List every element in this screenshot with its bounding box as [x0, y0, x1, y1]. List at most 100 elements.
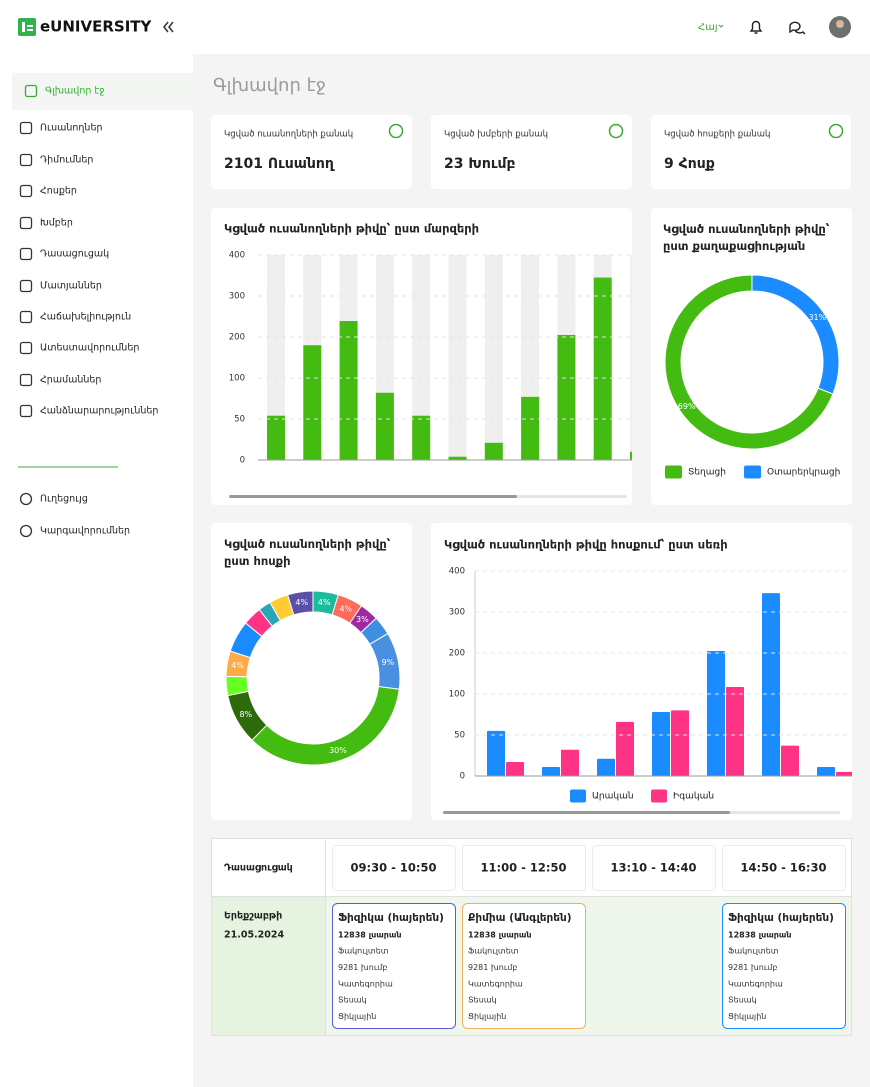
notification-button[interactable]: [749, 20, 763, 34]
time-slot: [592, 845, 716, 891]
nav-icon: [19, 341, 33, 355]
nav-item[interactable]: Հանձնարարություններ: [40, 406, 158, 417]
bar: [521, 396, 540, 460]
legend-swatch: [570, 789, 586, 803]
lesson-detail: Կատեգորիա: [338, 979, 393, 988]
nav-item[interactable]: Հաճախելիություն: [40, 312, 131, 323]
value-label: 31%: [808, 313, 826, 322]
time-slot-label: 11:00 - 12:50: [481, 861, 567, 875]
lesson-card[interactable]: [722, 903, 846, 1029]
lesson-detail: Ցիկլային: [338, 1012, 376, 1021]
value-label: 8%: [239, 710, 252, 719]
lesson-detail: Ֆակուլտետ: [728, 947, 779, 956]
nav-item[interactable]: Դասացուցակ: [40, 249, 109, 260]
nav-item[interactable]: Խմբեր: [40, 218, 73, 229]
bar: [339, 321, 358, 460]
lesson-detail: Տեսակ: [468, 996, 497, 1005]
nav-item[interactable]: Կարգավորումներ: [40, 526, 130, 537]
lesson-detail: Կատեգորիա: [468, 979, 523, 988]
logo-icon-part: [27, 25, 33, 27]
bar: [484, 442, 503, 460]
language-switch[interactable]: Հայ: [698, 22, 718, 33]
day-label: Երեքշաբթի: [224, 911, 282, 922]
nav-item[interactable]: Ատեստավորումներ: [40, 343, 139, 354]
bar: [597, 758, 615, 776]
nav-icon: [24, 84, 38, 98]
time-slot: [462, 845, 586, 891]
plot: [267, 255, 632, 460]
lesson-detail: Ֆակուլտետ: [338, 947, 389, 956]
bar: [652, 712, 670, 776]
legend-label: Տեղացի: [688, 468, 726, 478]
stat-card: [431, 115, 632, 189]
legend-swatch: [651, 789, 667, 803]
bar: [303, 345, 322, 460]
bar: [762, 593, 780, 776]
lesson-detail: 9281 խումբ: [338, 963, 387, 972]
stat-label: Կցված ուսանողների քանակ: [224, 130, 353, 140]
value-label: 9%: [382, 658, 395, 667]
stat-value: 23 Խումբ: [444, 156, 516, 172]
lesson-room: 12838 լսարան: [728, 931, 792, 940]
collapse-button[interactable]: [163, 21, 174, 33]
nav-item[interactable]: Հրամաններ: [40, 375, 101, 386]
active-nav-bg: [12, 73, 193, 110]
value-label: 3%: [356, 615, 369, 624]
schedule-day-cell: [212, 896, 325, 1035]
nav-item[interactable]: Հոսքեր: [40, 186, 77, 197]
nav-item[interactable]: Դիմումներ: [40, 155, 93, 166]
table-header: Դասացուցակ: [224, 863, 293, 874]
lesson-detail: 9281 խումբ: [728, 963, 777, 972]
y-tick-label: 300: [449, 608, 465, 618]
chart-title: Կցված ուսանողների թիվը հոսքում՝ ըստ սեռի: [444, 538, 728, 552]
y-tick-label: 0: [460, 772, 465, 782]
nav-item[interactable]: Ուսանողներ: [40, 123, 103, 134]
stat-label: Կցված հոսքերի քանակ: [664, 130, 770, 140]
y-tick-label: 100: [449, 690, 465, 700]
y-tick-label: 200: [229, 333, 245, 343]
lesson-card[interactable]: [332, 903, 456, 1029]
nav-icon: [19, 121, 33, 135]
bar: [726, 687, 744, 776]
lesson-detail: Ֆակուլտետ: [468, 947, 519, 956]
bar: [506, 762, 524, 776]
lesson-detail: 9281 խումբ: [468, 963, 517, 972]
language-chevron: [718, 24, 724, 28]
value-label: 4%: [339, 604, 352, 613]
stat-icon: [388, 123, 404, 139]
stat-card: [651, 115, 851, 189]
legend-swatch: [744, 465, 761, 479]
bar: [487, 730, 505, 776]
bar: [836, 771, 852, 776]
nav-icon: [19, 310, 33, 324]
chat-button[interactable]: [789, 21, 806, 35]
time-slot: [332, 845, 456, 891]
bar: [267, 415, 285, 460]
bar-track: [630, 255, 632, 460]
bar: [781, 745, 799, 776]
bar-track: [484, 255, 503, 460]
stat-label: Կցված խմբերի քանակ: [444, 130, 548, 140]
lesson-subject: Ֆիզիկա (հայերեն): [338, 912, 444, 924]
nav-item[interactable]: Մատյաններ: [40, 281, 102, 292]
y-tick-label: 400: [449, 567, 465, 577]
nav-item[interactable]: Գլխավոր էջ: [45, 86, 105, 97]
y-tick-label: 400: [229, 251, 245, 261]
nav-item[interactable]: Ուղեցույց: [40, 494, 88, 505]
stat-card: [211, 115, 412, 189]
bar: [542, 766, 560, 776]
nav-icon: [19, 247, 33, 261]
lesson-card[interactable]: [462, 903, 586, 1029]
scroll-thumb[interactable]: [229, 495, 517, 498]
legend-label: Օտարերկրացի: [767, 468, 840, 478]
pie-segment: [287, 590, 314, 616]
value-label: 69%: [678, 402, 696, 411]
stat-icon: [828, 123, 844, 139]
stat-icon: [608, 123, 624, 139]
logo-icon-part: [22, 22, 25, 32]
stat-value: 9 Հոսք: [664, 156, 715, 172]
scroll-thumb[interactable]: [443, 811, 730, 814]
lesson-room: 12838 լսարան: [338, 931, 402, 940]
